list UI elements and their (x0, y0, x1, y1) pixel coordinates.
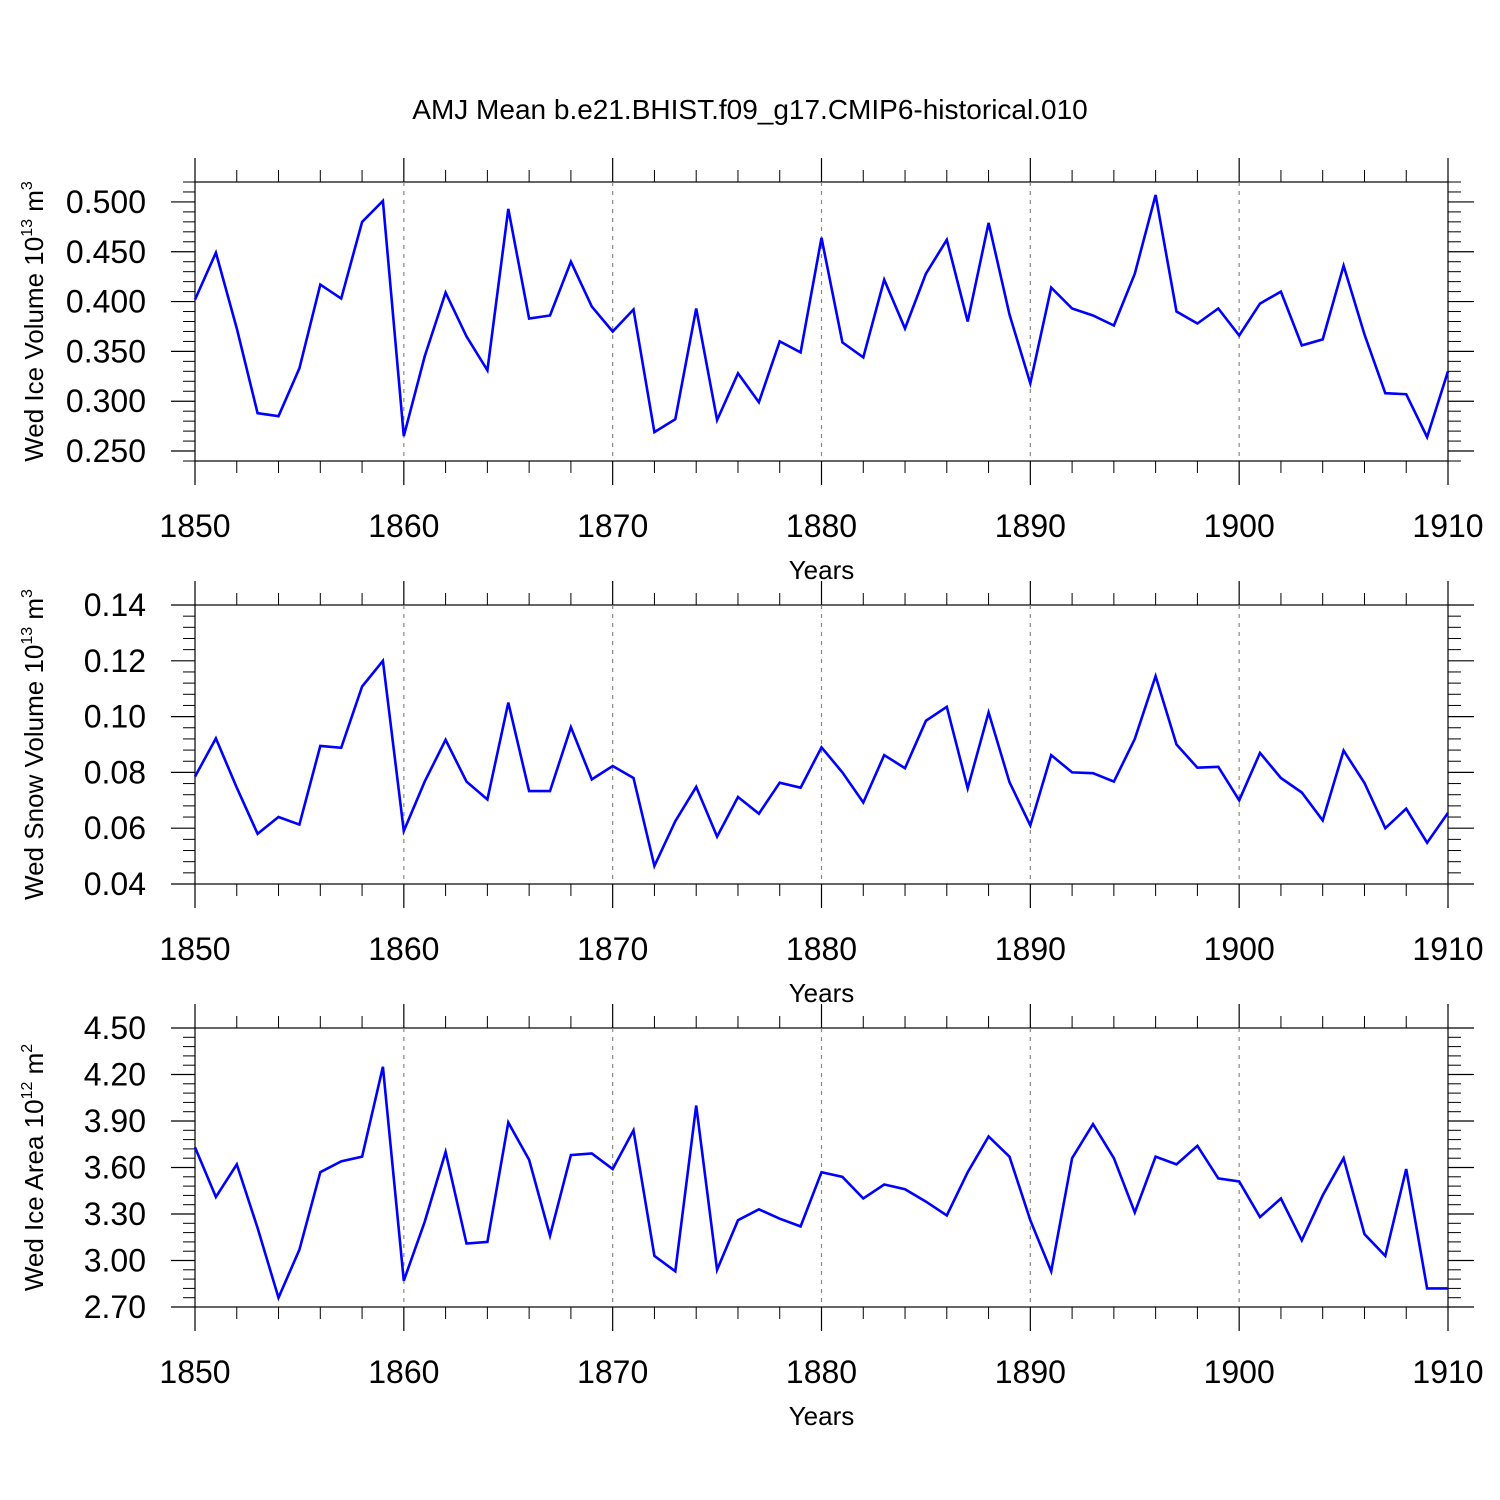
chart-title: AMJ Mean b.e21.BHIST.f09_g17.CMIP6-histo… (412, 94, 1087, 125)
y-tick-label: 3.60 (84, 1150, 146, 1186)
x-tick-label: 1870 (577, 931, 648, 967)
y-axis-title: Wed Snow Volume 1013 m3 (19, 589, 49, 900)
x-tick-label: 1890 (995, 1354, 1066, 1390)
x-tick-label: 1860 (368, 508, 439, 544)
y-tick-label: 0.14 (84, 587, 146, 623)
y-tick-label: 0.10 (84, 699, 146, 735)
series-line (193, 194, 1450, 441)
y-tick-label: 0.08 (84, 754, 146, 790)
x-tick-label: 1910 (1412, 508, 1483, 544)
y-tick-label: 0.350 (66, 333, 146, 369)
x-tick-label: 1910 (1412, 1354, 1483, 1390)
y-tick-label: 0.400 (66, 284, 146, 320)
x-tick-label: 1860 (368, 931, 439, 967)
series-line (193, 657, 1450, 870)
x-tick-label: 1860 (368, 1354, 439, 1390)
x-axis-title: Years (789, 1401, 855, 1431)
panel-ice-area: 1850 1860 1870 1880 1890 1900 1910 2.70 3.00 3.30… (19, 1004, 1484, 1431)
x-tick-label: 1850 (159, 508, 230, 544)
y-tick-label: 0.06 (84, 810, 146, 846)
y-tick-label: 4.20 (84, 1057, 146, 1093)
x-tick-label: 1890 (995, 931, 1066, 967)
y-tick-label: 0.12 (84, 643, 146, 679)
y-tick-label: 0.04 (84, 866, 146, 902)
x-axis-title: Years (789, 555, 855, 585)
x-tick-label: 1850 (159, 931, 230, 967)
x-tick-label: 1880 (786, 1354, 857, 1390)
y-tick-label: 0.300 (66, 383, 146, 419)
x-tick-label: 1900 (1204, 1354, 1275, 1390)
x-tick-label: 1900 (1204, 931, 1275, 967)
y-tick-label: 3.90 (84, 1103, 146, 1139)
x-tick-label: 1880 (786, 931, 857, 967)
x-tick-label: 1890 (995, 508, 1066, 544)
panel-ice-volume: 1850 1860 1870 1880 1890 1900 1910 0.250 0.300 0.… (19, 158, 1484, 585)
y-tick-label: 3.30 (84, 1196, 146, 1232)
y-axis-title: Wed Ice Volume 1013 m3 (19, 181, 49, 462)
y-tick-label: 0.250 (66, 433, 146, 469)
x-tick-label: 1910 (1412, 931, 1483, 967)
x-tick-label: 1870 (577, 1354, 648, 1390)
x-tick-label: 1850 (159, 1354, 230, 1390)
y-tick-label: 0.500 (66, 184, 146, 220)
x-tick-label: 1880 (786, 508, 857, 544)
y-tick-label: 3.00 (84, 1243, 146, 1279)
x-tick-label: 1900 (1204, 508, 1275, 544)
y-tick-label: 2.70 (84, 1289, 146, 1325)
y-axis-title: Wed Ice Area 1012 m2 (19, 1044, 49, 1291)
panel-snow-volume: 1850 1860 1870 1880 1890 1900 1910 0.04 0.06 0.08… (19, 581, 1484, 1008)
series-line (193, 1066, 1448, 1302)
x-axis-title: Years (789, 978, 855, 1008)
y-tick-label: 4.50 (84, 1010, 146, 1046)
y-tick-label: 0.450 (66, 234, 146, 270)
x-tick-label: 1870 (577, 508, 648, 544)
